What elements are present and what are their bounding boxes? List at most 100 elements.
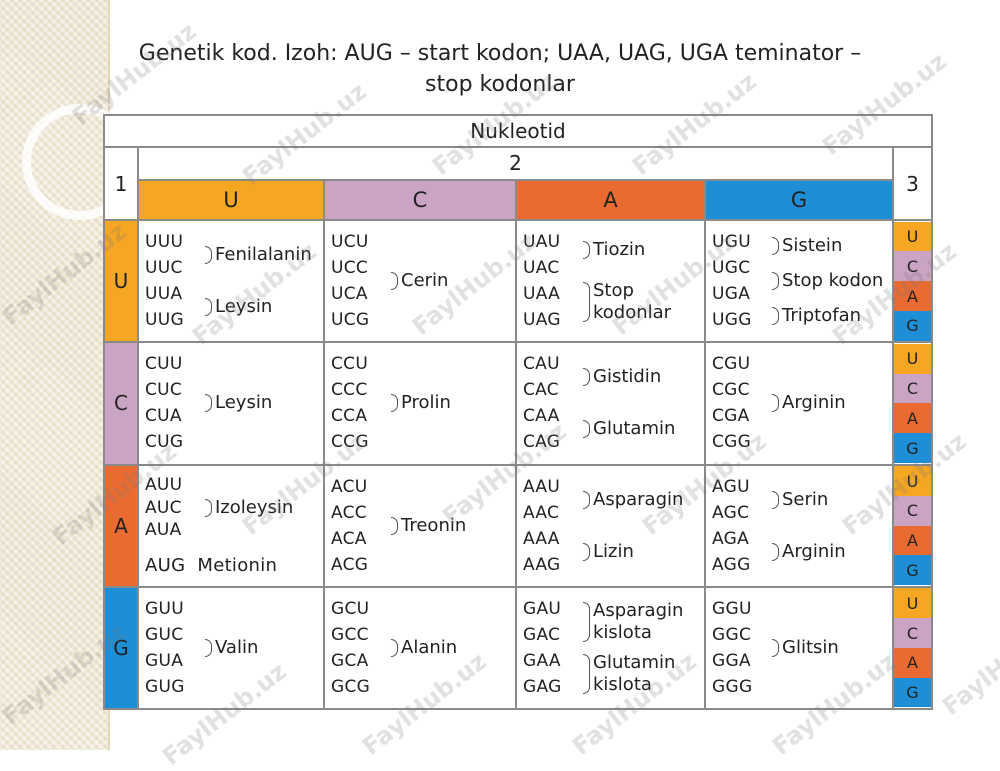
column-header-u: U bbox=[137, 178, 325, 222]
third-base-label: A bbox=[894, 281, 932, 311]
codon-list: CCU CCC CCA CCG bbox=[331, 351, 379, 455]
genetic-code-table: Nukleotid 1 2 3 U C A G U UUU UUC UUA UUG Fen… bbox=[102, 113, 934, 711]
amino-acid: Izoleysin bbox=[205, 497, 321, 519]
third-base-label: U bbox=[894, 221, 932, 252]
codon: AUC bbox=[145, 497, 182, 518]
third-base-label: A bbox=[894, 647, 932, 678]
codon-row: U UUU UUC UUA UUG Fenilalanin Leysin UCU UCC UCA U… bbox=[103, 219, 934, 344]
codon: UAG bbox=[523, 310, 561, 331]
codon-list: GAU GAC GAA GAG bbox=[523, 596, 571, 700]
amino-acid-list: Arginin bbox=[772, 351, 890, 455]
codon: CAU bbox=[523, 354, 560, 375]
codon-list: CUU CUC CUA CUG bbox=[145, 351, 193, 455]
codon: GCC bbox=[331, 624, 369, 645]
codon-cell: GCU GCC GCA GCG Alanin bbox=[323, 585, 517, 711]
amino-acid-list: Gistidin Glutamin bbox=[583, 351, 702, 455]
codon: UAU bbox=[523, 232, 561, 253]
third-base-label: A bbox=[894, 403, 932, 434]
first-base-label: C bbox=[103, 341, 139, 466]
codon-cell: GUU GUC GUA GUG Valin bbox=[137, 585, 325, 711]
amino-acid-list: Treonin bbox=[391, 474, 513, 578]
amino-acid: Asparagin kislota bbox=[583, 600, 702, 644]
codon-cell: CUU CUC CUA CUG Leysin bbox=[137, 341, 325, 466]
amino-acid-list: Fenilalanin Leysin bbox=[205, 229, 321, 333]
codon: CAG bbox=[523, 432, 561, 453]
codon: AAU bbox=[523, 476, 561, 497]
codon: GAG bbox=[523, 676, 562, 697]
amino-acid: Glutamin kislota bbox=[583, 652, 702, 696]
third-base-label: C bbox=[894, 495, 932, 526]
amino-acid: Arginin bbox=[772, 392, 890, 414]
codon: CGC bbox=[712, 380, 750, 401]
amino-acid: Tiozin bbox=[583, 239, 702, 261]
label-first-position: 1 bbox=[103, 146, 139, 222]
codon: AGA bbox=[712, 528, 750, 549]
codon-cell: AUU AUC AUA Izoleysin AUG Metionin bbox=[137, 463, 325, 588]
amino-acid-list: Cerin bbox=[391, 229, 513, 333]
codon: AAA bbox=[523, 528, 560, 549]
codon-cell: UGU UGC UGA UGG Sistein Stop kodon Triptofan bbox=[704, 219, 894, 344]
codon: CGU bbox=[712, 354, 751, 375]
codon: GGG bbox=[712, 676, 753, 697]
codon: GAC bbox=[523, 624, 561, 645]
codon: CAA bbox=[523, 406, 560, 427]
amino-acid-list: Asparagin kislota Glutamin kislota bbox=[583, 596, 702, 700]
amino-acid: Fenilalanin bbox=[205, 244, 321, 266]
codon: UGC bbox=[712, 258, 751, 279]
codon: GCA bbox=[331, 650, 369, 671]
codon: CCC bbox=[331, 380, 368, 401]
codon-cell: ACU ACC ACA ACG Treonin bbox=[323, 463, 517, 588]
codon-list: CAU CAC CAA CAG bbox=[523, 351, 571, 455]
codon: GAA bbox=[523, 650, 561, 671]
codon: CGG bbox=[712, 432, 752, 453]
amino-acid: Valin bbox=[205, 637, 321, 659]
codon: UUG bbox=[145, 310, 184, 331]
codon: GGA bbox=[712, 650, 751, 671]
column-header-g: G bbox=[704, 178, 894, 222]
codon: UGA bbox=[712, 284, 751, 305]
third-base-label: G bbox=[894, 433, 932, 463]
codon: CUG bbox=[145, 432, 184, 453]
codon: GAU bbox=[523, 598, 562, 619]
codon-list: AAU AAC AAA AAG bbox=[523, 474, 571, 578]
codon: UCA bbox=[331, 284, 368, 305]
codon: AUU bbox=[145, 474, 183, 495]
codon-cell: CAU CAC CAA CAG Gistidin Glutamin bbox=[515, 341, 706, 466]
codon: UAA bbox=[523, 284, 561, 305]
codon: ACA bbox=[331, 528, 367, 549]
codon: ACC bbox=[331, 502, 367, 523]
codon-cell: AAU AAC AAA AAG Asparagin Lizin bbox=[515, 463, 706, 588]
amino-acid: Glutamin bbox=[583, 418, 702, 440]
third-base-label: G bbox=[894, 310, 932, 341]
amino-acid: Gistidin bbox=[583, 366, 702, 388]
codon-cell: GAU GAC GAA GAG Asparagin kislota Glutamin ki… bbox=[515, 585, 706, 711]
amino-acid: Cerin bbox=[391, 270, 513, 292]
amino-acid: Sistein bbox=[772, 235, 890, 257]
codon: ACG bbox=[331, 554, 369, 575]
amino-acid-list: Izoleysin bbox=[205, 474, 321, 542]
amino-acid: Stop kodon bbox=[772, 270, 890, 292]
codon-list: GUU GUC GUA GUG bbox=[145, 596, 193, 700]
codon-list: AUU AUC AUA bbox=[145, 474, 193, 542]
codon: UUA bbox=[145, 284, 183, 305]
codon-cell: GGU GGC GGA GGG Glitsin bbox=[704, 585, 894, 711]
amino-acid: Triptofan bbox=[772, 305, 890, 327]
amino-acid: Leysin bbox=[205, 296, 321, 318]
first-base-label: U bbox=[103, 219, 139, 344]
codon: CAC bbox=[523, 380, 559, 401]
codon-cell: UAU UAC UAA UAG Tiozin Stop kodonlar bbox=[515, 219, 706, 344]
codon: UGU bbox=[712, 232, 751, 253]
third-base-label: A bbox=[894, 525, 932, 556]
amino-acid: Arginin bbox=[772, 541, 890, 563]
amino-acid: Alanin bbox=[391, 637, 513, 659]
third-base-label: C bbox=[894, 618, 932, 648]
codon: AGU bbox=[712, 476, 750, 497]
codon-row: G GUU GUC GUA GUG Valin GCU GCC GCA GCG Alanin GAU G… bbox=[103, 585, 934, 711]
codon-cell: CGU CGC CGA CGG Arginin bbox=[704, 341, 894, 466]
third-base-label: C bbox=[894, 251, 932, 282]
codon-list: UAU UAC UAA UAG bbox=[523, 229, 571, 333]
codon: CCA bbox=[331, 406, 368, 427]
amino-acid: Treonin bbox=[391, 515, 513, 537]
